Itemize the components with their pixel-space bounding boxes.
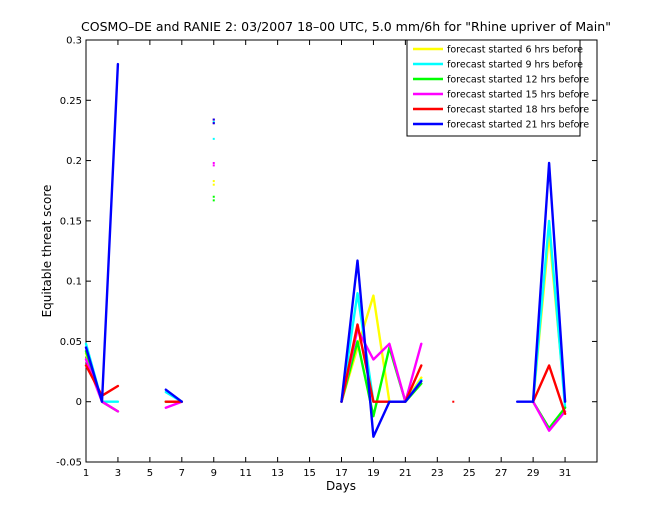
x-tick-label: 15 <box>303 468 316 479</box>
legend: forecast started 6 hrs before forecast st… <box>406 39 589 137</box>
x-tick-label: 13 <box>271 468 284 479</box>
x-tick-label: 5 <box>147 468 153 479</box>
series-point-3 <box>212 195 215 198</box>
series-point-4 <box>212 164 215 167</box>
series-point-6 <box>212 122 215 125</box>
legend-label-6: forecast started 21 hrs before <box>447 120 589 131</box>
series-point-3 <box>212 199 215 202</box>
x-tick-label: 31 <box>559 468 572 479</box>
series-point-1 <box>212 180 215 183</box>
x-tick-label: 23 <box>431 468 444 479</box>
x-tick-label: 17 <box>335 468 348 479</box>
axis-ticks: 1 3 5 7 9 11 13 15 17 19 21 23 25 27 29 31-0.0500.050.1… <box>56 36 597 479</box>
x-tick-label: 25 <box>463 468 476 479</box>
y-tick-label: 0.05 <box>60 337 82 348</box>
x-tick-label: 21 <box>399 468 412 479</box>
series-point-5 <box>452 400 455 403</box>
legend-label-5: forecast started 18 hrs before <box>447 105 589 116</box>
series-line-6 <box>516 161 567 403</box>
x-tick-label: 1 <box>83 468 89 479</box>
y-tick-label: -0.05 <box>56 458 82 469</box>
legend-label-2: forecast started 9 hrs before <box>447 60 583 71</box>
data-marks <box>84 62 567 438</box>
y-tick-label: 0.25 <box>60 96 82 107</box>
series-line-6 <box>340 259 423 438</box>
series-line-6 <box>84 62 120 403</box>
y-tick-label: 0.2 <box>66 156 82 167</box>
series-line-5 <box>340 323 423 403</box>
series-point-6 <box>212 118 215 121</box>
x-axis-label: Days <box>326 479 356 493</box>
series-line-4 <box>531 400 567 432</box>
series-point-4 <box>212 161 215 164</box>
legend-label-3: forecast started 12 hrs before <box>447 75 589 86</box>
series-line-2 <box>531 219 567 409</box>
x-tick-label: 7 <box>179 468 185 479</box>
x-tick-label: 19 <box>367 468 380 479</box>
series-line-6 <box>164 388 184 403</box>
x-tick-label: 3 <box>115 468 121 479</box>
y-tick-label: 0.15 <box>60 216 82 227</box>
x-tick-label: 27 <box>495 468 508 479</box>
y-tick-label: 0.3 <box>66 36 82 47</box>
series-point-2 <box>212 120 215 123</box>
legend-label-4: forecast started 15 hrs before <box>447 90 589 101</box>
series-point-2 <box>212 137 215 140</box>
series-point-1 <box>212 183 215 186</box>
legend-label-1: forecast started 6 hrs before <box>447 45 583 56</box>
chart-title: COSMO–DE and RANIE 2: 03/2007 18–00 UTC,… <box>81 19 611 34</box>
series-line-5 <box>531 364 567 415</box>
legend-box <box>406 39 581 137</box>
x-tick-label: 29 <box>527 468 540 479</box>
y-tick-label: 0.1 <box>66 277 82 288</box>
x-tick-label: 9 <box>211 468 217 479</box>
y-tick-label: 0 <box>76 397 82 408</box>
x-tick-label: 11 <box>239 468 252 479</box>
y-axis-label: Equitable threat score <box>40 185 54 318</box>
